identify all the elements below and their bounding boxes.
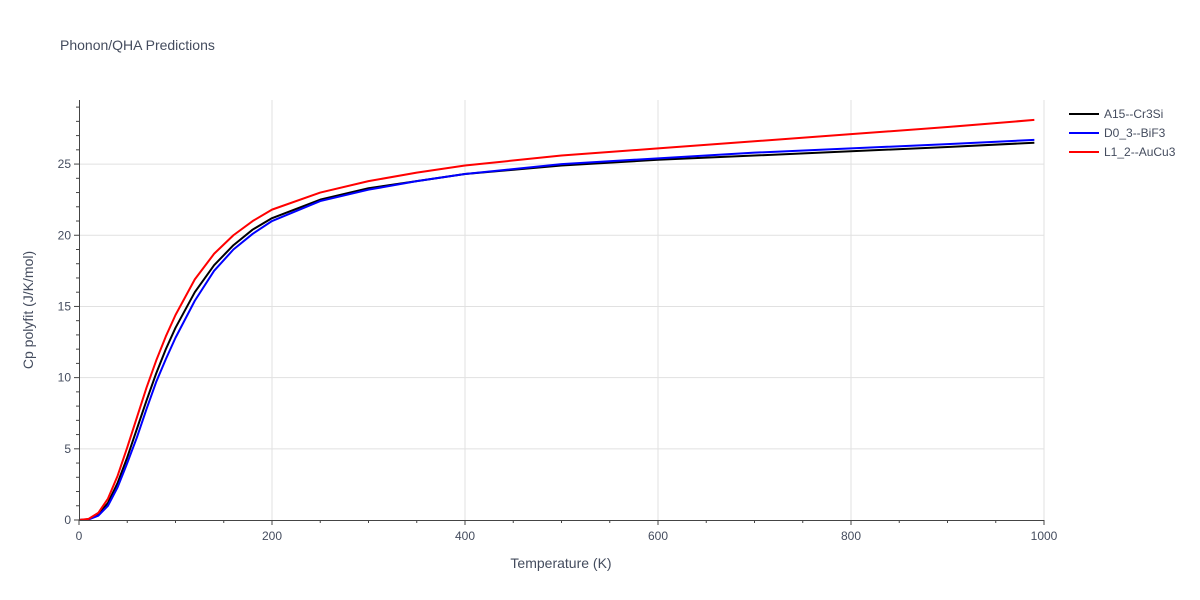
y-tick-label: 10 xyxy=(58,371,72,385)
y-tick-label: 25 xyxy=(58,157,72,171)
legend-label: L1_2--AuCu3 xyxy=(1104,145,1176,159)
x-tick-label: 400 xyxy=(455,529,475,543)
x-tick-label: 1000 xyxy=(1031,529,1058,543)
legend-item[interactable]: L1_2--AuCu3 xyxy=(1069,145,1176,159)
legend-item[interactable]: D0_3--BiF3 xyxy=(1069,126,1166,140)
y-tick-label: 0 xyxy=(64,513,71,527)
x-tick-label: 0 xyxy=(76,529,83,543)
legend-label: D0_3--BiF3 xyxy=(1104,126,1166,140)
y-tick-label: 20 xyxy=(58,228,72,242)
legend-label: A15--Cr3Si xyxy=(1104,107,1163,121)
series-line[interactable] xyxy=(78,118,1035,521)
series-layer[interactable] xyxy=(78,118,1035,521)
legend-item[interactable]: A15--Cr3Si xyxy=(1069,107,1163,121)
x-tick-label: 600 xyxy=(648,529,668,543)
x-tick-label: 800 xyxy=(841,529,861,543)
y-tick-label: 5 xyxy=(64,442,71,456)
y-axis-label: Cp polyfit (J/K/mol) xyxy=(20,251,36,369)
series-line[interactable] xyxy=(78,138,1035,521)
series-line[interactable] xyxy=(78,141,1035,521)
x-axis-label: Temperature (K) xyxy=(510,555,611,571)
axis-ticks: 0 200 400 600 800 1000 0 5 10 15 20 25 xyxy=(58,106,1058,543)
x-tick-label: 200 xyxy=(262,529,282,543)
y-tick-label: 15 xyxy=(58,299,72,313)
chart-title: Phonon/QHA Predictions xyxy=(60,37,215,53)
legend[interactable]: A15--Cr3Si D0_3--BiF3 L1_2--AuCu3 xyxy=(1069,107,1176,159)
grid-lines xyxy=(79,100,1045,520)
